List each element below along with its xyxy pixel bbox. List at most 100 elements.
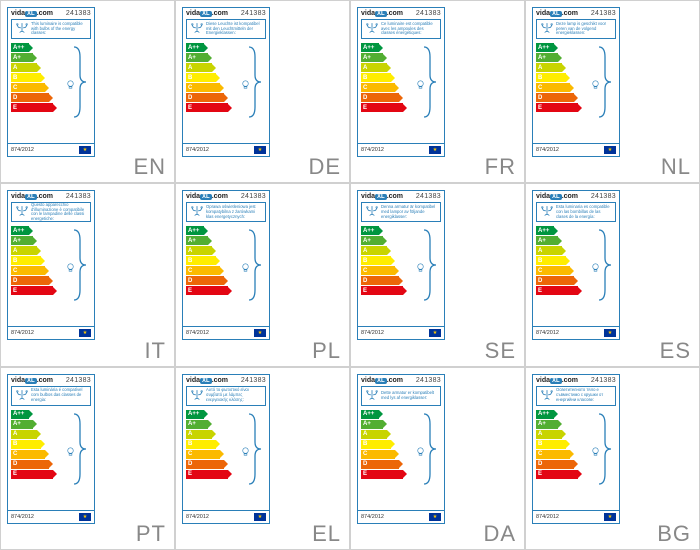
label-cell: vidaXL.com 241383 Осветителното тяло е с… bbox=[525, 367, 700, 550]
energy-arrow-A: A bbox=[186, 430, 232, 439]
energy-arrows: A++ A+ A B C D E bbox=[183, 224, 269, 326]
energy-arrow-D: D bbox=[361, 276, 407, 285]
card-footer: 874/2012 bbox=[8, 510, 94, 523]
energy-arrow-body: E bbox=[361, 470, 403, 479]
energy-arrow-body: D bbox=[186, 276, 224, 285]
energy-arrow-D: D bbox=[186, 93, 232, 102]
lamp-icon bbox=[15, 389, 29, 403]
energy-arrow-tip bbox=[220, 450, 224, 458]
energy-arrow-body: E bbox=[11, 470, 53, 479]
energy-arrow-body: B bbox=[11, 256, 41, 265]
regulation-number: 874/2012 bbox=[361, 147, 384, 153]
energy-arrow-body: D bbox=[186, 460, 224, 469]
energy-arrow-tip bbox=[403, 104, 407, 112]
energy-arrow-body: C bbox=[361, 266, 395, 275]
energy-arrow-tip bbox=[379, 410, 383, 418]
energy-arrow-body: D bbox=[536, 93, 574, 102]
energy-arrow-tip bbox=[228, 470, 232, 478]
energy-arrow-body: A++ bbox=[536, 226, 554, 235]
energy-arrow-Aplusplus: A++ bbox=[361, 410, 407, 419]
energy-arrow-Aplus: A+ bbox=[536, 53, 582, 62]
eu-flag-icon bbox=[604, 329, 616, 337]
energy-arrow-body: B bbox=[186, 440, 216, 449]
energy-arrows: A++ A+ A B C D E bbox=[358, 41, 444, 143]
regulation-number: 874/2012 bbox=[536, 330, 559, 336]
energy-arrow-body: A+ bbox=[11, 53, 33, 62]
energy-arrow-body: E bbox=[11, 286, 53, 295]
energy-arrow-body: B bbox=[536, 73, 566, 82]
energy-arrow-tip bbox=[562, 247, 566, 255]
label-cell: vidaXL.com 241383 Αυτό το φωτιστικό είνα… bbox=[175, 367, 350, 550]
brand-suffix: .com bbox=[37, 377, 53, 384]
energy-arrow-body: A++ bbox=[361, 226, 379, 235]
energy-arrow-tip bbox=[395, 84, 399, 92]
energy-arrow-tip bbox=[29, 227, 33, 235]
sku-number: 241383 bbox=[416, 193, 441, 200]
card-footer: 874/2012 bbox=[533, 143, 619, 156]
energy-arrow-tip bbox=[224, 94, 228, 102]
brand-prefix: vida bbox=[11, 377, 25, 384]
regulation-number: 874/2012 bbox=[536, 147, 559, 153]
energy-arrow-tip bbox=[204, 227, 208, 235]
bulb-icon bbox=[415, 446, 426, 457]
label-cell: vidaXL.com 241383 Esta luminária é compa… bbox=[0, 367, 175, 550]
energy-arrow-B: B bbox=[11, 440, 57, 449]
energy-arrow-body: A++ bbox=[361, 410, 379, 419]
energy-arrow-tip bbox=[391, 440, 395, 448]
energy-arrow-tip bbox=[399, 94, 403, 102]
energy-arrow-body: C bbox=[186, 450, 220, 459]
label-cell: vidaXL.com 241383 Questo apparecchio d'i… bbox=[0, 183, 175, 366]
energy-arrow-Aplusplus: A++ bbox=[186, 43, 232, 52]
brand-badge: XL bbox=[200, 378, 212, 384]
energy-arrow-tip bbox=[554, 410, 558, 418]
energy-arrow-body: E bbox=[536, 103, 578, 112]
energy-arrow-C: C bbox=[11, 450, 57, 459]
energy-arrow-body: B bbox=[11, 73, 41, 82]
energy-arrow-tip bbox=[554, 227, 558, 235]
energy-arrow-Aplus: A+ bbox=[11, 53, 57, 62]
energy-arrow-tip bbox=[204, 44, 208, 52]
energy-arrow-tip bbox=[379, 44, 383, 52]
energy-arrow-E: E bbox=[536, 286, 582, 295]
label-cell: vidaXL.com 241383 Denna armatur är kompa… bbox=[350, 183, 525, 366]
energy-arrow-B: B bbox=[186, 256, 232, 265]
energy-arrow-E: E bbox=[186, 286, 232, 295]
language-code: PL bbox=[312, 338, 341, 364]
energy-arrow-tip bbox=[49, 277, 53, 285]
brand-logo: vidaXL.com bbox=[11, 10, 53, 17]
energy-arrows: A++ A+ A B C D E bbox=[533, 41, 619, 143]
card-header: vidaXL.com 241383 bbox=[533, 375, 619, 384]
energy-arrows: A++ A+ A B C D E bbox=[8, 41, 94, 143]
language-code: BG bbox=[657, 521, 691, 547]
energy-arrows: A++ A+ A B C D E bbox=[533, 408, 619, 510]
energy-arrow-body: E bbox=[186, 286, 228, 295]
energy-arrow-body: A++ bbox=[186, 43, 204, 52]
brand-suffix: .com bbox=[387, 377, 403, 384]
brand-logo: vidaXL.com bbox=[186, 10, 228, 17]
energy-arrow-tip bbox=[41, 257, 45, 265]
lamp-icon bbox=[540, 22, 554, 36]
energy-arrow-tip bbox=[395, 450, 399, 458]
energy-arrow-A: A bbox=[536, 430, 582, 439]
energy-arrow-tip bbox=[383, 420, 387, 428]
energy-arrow-body: D bbox=[361, 276, 399, 285]
energy-arrow-body: D bbox=[11, 460, 49, 469]
brand-logo: vidaXL.com bbox=[11, 377, 53, 384]
energy-arrow-E: E bbox=[361, 103, 407, 112]
energy-arrows: A++ A+ A B C D E bbox=[533, 224, 619, 326]
energy-arrow-B: B bbox=[186, 440, 232, 449]
energy-arrow-Aplus: A+ bbox=[536, 236, 582, 245]
bulb-icon bbox=[240, 79, 251, 90]
energy-arrow-B: B bbox=[536, 440, 582, 449]
card-footer: 874/2012 bbox=[183, 326, 269, 339]
brand-suffix: .com bbox=[387, 193, 403, 200]
brand-badge: XL bbox=[375, 194, 387, 200]
energy-arrow-body: C bbox=[536, 450, 570, 459]
compatibility-text: Αυτό το φωτιστικό είναι συμβατό με λάμπε… bbox=[206, 388, 262, 402]
energy-arrow-tip bbox=[212, 430, 216, 438]
lamp-icon bbox=[365, 205, 379, 219]
energy-arrow-A: A bbox=[186, 63, 232, 72]
sku-number: 241383 bbox=[591, 193, 616, 200]
brand-prefix: vida bbox=[11, 193, 25, 200]
energy-arrow-C: C bbox=[11, 266, 57, 275]
